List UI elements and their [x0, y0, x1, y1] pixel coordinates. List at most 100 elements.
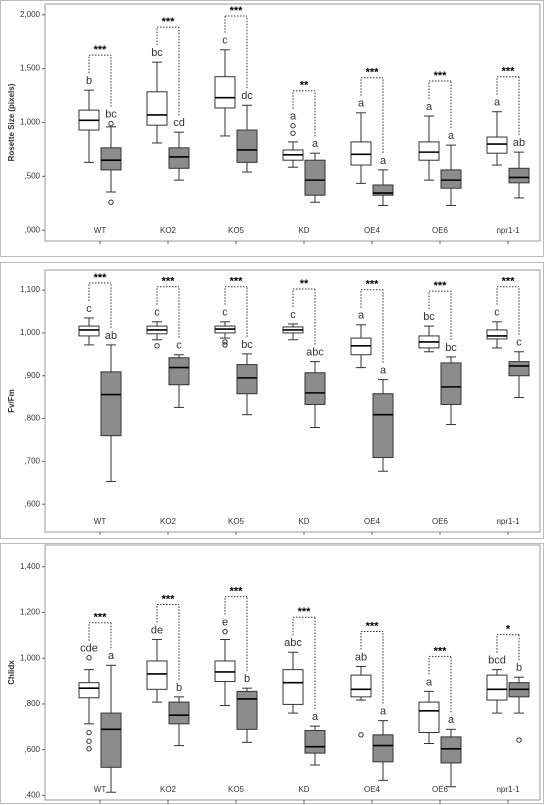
- group-letter: abc: [306, 347, 324, 359]
- group-letter: c: [494, 307, 500, 319]
- significance: ***: [230, 586, 244, 598]
- box: [508, 167, 530, 184]
- outlier: [358, 732, 364, 738]
- box: [78, 682, 100, 699]
- outlier: [290, 123, 296, 129]
- outlier: [86, 738, 92, 744]
- significance: **: [300, 80, 309, 92]
- group-letter: c: [154, 307, 160, 319]
- group-letter: bc: [241, 339, 253, 351]
- x-tick-label: KO5: [228, 785, 245, 794]
- x-tick-label: OE4: [364, 785, 381, 794]
- group-letter: cd: [173, 117, 185, 129]
- panel-frame: [0, 262, 544, 539]
- box: [146, 660, 168, 690]
- group-letter: a: [380, 155, 387, 167]
- group-letter: a: [448, 714, 455, 726]
- box: [168, 357, 190, 386]
- y-tick-label: 1,000: [20, 118, 41, 127]
- group-letter: a: [312, 138, 319, 150]
- y-tick-label: ,800: [24, 699, 40, 708]
- x-tick-label: OE4: [364, 226, 381, 235]
- outlier: [516, 737, 522, 743]
- x-tick-label: WT: [94, 226, 107, 235]
- box: [304, 372, 326, 405]
- box: [100, 712, 122, 768]
- group-letter: c: [222, 35, 228, 47]
- x-tick-label: KO2: [160, 785, 177, 794]
- box: [508, 361, 530, 377]
- x-tick-label: WT: [94, 785, 107, 794]
- x-tick-label: KD: [298, 517, 309, 526]
- y-axis-label: Fv/Fm: [7, 389, 16, 413]
- significance: ***: [94, 44, 108, 56]
- box: [486, 136, 508, 154]
- significance: *: [506, 624, 511, 636]
- outlier: [154, 343, 160, 349]
- group-letter: ab: [355, 651, 367, 663]
- x-tick-label: OE6: [432, 517, 449, 526]
- group-letter: abc: [284, 637, 302, 649]
- box: [440, 362, 462, 405]
- x-tick-label: WT: [94, 517, 107, 526]
- y-tick-label: 1,200: [20, 608, 41, 617]
- box: [100, 371, 122, 437]
- group-letter: bc: [105, 108, 117, 120]
- box: [146, 91, 168, 126]
- group-letter: a: [380, 365, 387, 377]
- box: [282, 669, 304, 705]
- significance: **: [300, 278, 309, 290]
- group-letter: b: [86, 75, 92, 87]
- outlier: [86, 746, 92, 752]
- y-tick-label: 1,000: [20, 328, 41, 337]
- box: [372, 734, 394, 763]
- significance: ***: [298, 606, 312, 618]
- plot-frame: [44, 544, 541, 801]
- group-letter: a: [380, 706, 387, 718]
- group-letter: de: [151, 624, 163, 636]
- outlier: [290, 130, 296, 136]
- y-tick-label: 1,400: [20, 562, 41, 571]
- outlier: [108, 120, 114, 127]
- box: [486, 329, 508, 340]
- x-tick-label: KO2: [160, 517, 177, 526]
- outlier: [86, 655, 92, 661]
- group-letter: a: [358, 310, 365, 322]
- x-tick-label: npr1-1: [496, 226, 520, 235]
- box: [78, 325, 100, 337]
- significance: ***: [434, 280, 448, 292]
- box: [236, 364, 258, 395]
- box: [100, 147, 122, 171]
- group-letter: b: [516, 662, 522, 674]
- box: [236, 690, 258, 730]
- group-letter: a: [108, 650, 115, 662]
- significance: ***: [434, 70, 448, 82]
- plot-frame: [44, 269, 541, 533]
- significance: ***: [502, 66, 516, 78]
- box: [440, 169, 462, 189]
- y-tick-label: 2,000: [20, 10, 41, 19]
- group-letter: a: [426, 101, 433, 113]
- group-letter: bcd: [488, 655, 506, 667]
- outlier: [108, 199, 114, 205]
- group-letter: ab: [105, 330, 117, 342]
- group-letter: bc: [423, 311, 435, 323]
- x-tick-label: KD: [298, 226, 309, 235]
- group-letter: a: [494, 97, 501, 109]
- significance: ***: [230, 276, 244, 288]
- group-letter: b: [244, 673, 250, 685]
- y-tick-label: ,600: [24, 745, 40, 754]
- y-tick-label: ,800: [24, 414, 40, 423]
- group-letter: a: [448, 130, 455, 142]
- outlier: [222, 339, 228, 345]
- x-tick-label: OE6: [432, 785, 449, 794]
- box: [168, 701, 190, 725]
- group-letter: c: [222, 307, 228, 319]
- box: [236, 129, 258, 163]
- y-tick-label: ,500: [24, 171, 40, 180]
- outlier: [86, 729, 92, 736]
- significance: ***: [162, 593, 176, 605]
- x-tick-label: npr1-1: [496, 517, 520, 526]
- box: [350, 141, 372, 166]
